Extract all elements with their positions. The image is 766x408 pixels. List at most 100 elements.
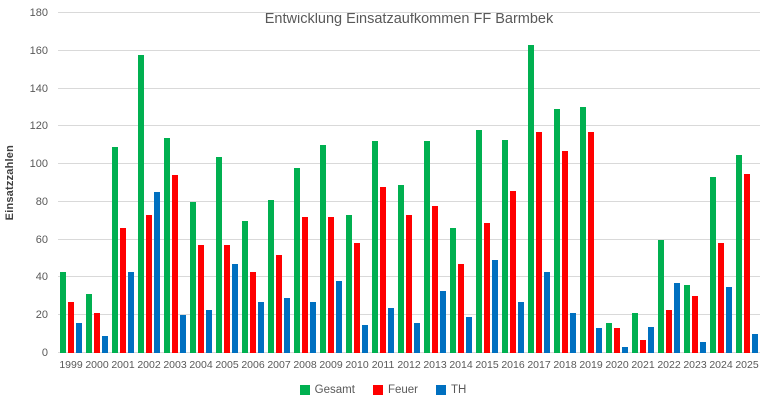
bar-gesamt-2005 <box>216 156 222 353</box>
bar-group-2009 <box>318 13 344 353</box>
bar-group-2002 <box>136 13 162 353</box>
bar-th-2016 <box>518 302 524 353</box>
x-tick-label-2002: 2002 <box>137 359 161 371</box>
bar-gesamt-2019 <box>580 107 586 353</box>
bar-th-2012 <box>414 322 420 353</box>
legend: Gesamt Feuer TH <box>0 384 766 396</box>
bar-gesamt-2017 <box>528 45 534 353</box>
bar-feuer-2016 <box>510 190 516 353</box>
bar-group-2016 <box>500 13 526 353</box>
x-axis-tick-labels: 1999 2000 2001 2002 2003 2004 2005 2006 2007 2008… <box>58 359 760 371</box>
x-tick-label-2018: 2018 <box>553 359 577 371</box>
bar-gesamt-2000 <box>86 294 92 353</box>
bar-th-2014 <box>466 317 472 353</box>
bar-gesamt-2023 <box>684 285 690 353</box>
bar-th-2005 <box>232 264 238 353</box>
bar-group-2003 <box>162 13 188 353</box>
bar-group-2015 <box>474 13 500 353</box>
legend-swatch-feuer <box>372 385 383 395</box>
legend-item-th: TH <box>435 384 467 396</box>
bar-th-2025 <box>752 334 758 353</box>
bar-feuer-2008 <box>302 217 308 353</box>
bar-gesamt-2009 <box>320 145 326 353</box>
legend-swatch-gesamt <box>299 385 310 395</box>
bar-group-2023 <box>682 13 708 353</box>
plot-area <box>58 12 760 353</box>
x-tick-label-2023: 2023 <box>683 359 707 371</box>
y-axis-tick-labels: 0 20 40 60 80 100 120 140 160 180 <box>0 7 50 359</box>
bar-feuer-2020 <box>614 328 620 353</box>
bar-group-2021 <box>630 13 656 353</box>
y-tick-label-0: 0 <box>41 347 48 359</box>
bar-group-2017 <box>526 13 552 353</box>
legend-label-gesamt: Gesamt <box>314 384 355 396</box>
bar-group-2019 <box>578 13 604 353</box>
x-tick-label-2025: 2025 <box>735 359 759 371</box>
gridline-140 <box>58 87 760 89</box>
x-tick-label-2024: 2024 <box>709 359 733 371</box>
y-tick-label-60: 60 <box>35 233 48 246</box>
bar-group-2004 <box>188 13 214 353</box>
y-tick-label-20: 20 <box>35 309 48 322</box>
gridline-120 <box>58 125 760 127</box>
bar-th-2011 <box>388 307 394 353</box>
x-tick-label-2009: 2009 <box>319 359 343 371</box>
bar-th-2019 <box>596 328 602 353</box>
bar-group-2011 <box>370 13 396 353</box>
bar-group-2014 <box>448 13 474 353</box>
legend-label-th: TH <box>450 384 467 396</box>
legend-swatch-th <box>435 385 446 395</box>
y-tick-label-120: 120 <box>29 120 48 133</box>
bar-th-2022 <box>674 283 680 353</box>
x-tick-label-2003: 2003 <box>163 359 187 371</box>
x-tick-label-2016: 2016 <box>501 359 525 371</box>
bar-group-2005 <box>214 13 240 353</box>
bar-feuer-2012 <box>406 215 412 353</box>
bar-feuer-2015 <box>484 222 490 353</box>
bar-group-1999 <box>58 13 84 353</box>
bar-group-2008 <box>292 13 318 353</box>
bar-th-2023 <box>700 341 706 353</box>
bar-feuer-2000 <box>94 313 100 353</box>
bar-th-1999 <box>76 322 82 353</box>
bar-group-2020 <box>604 13 630 353</box>
bar-group-2012 <box>396 13 422 353</box>
bar-feuer-2022 <box>666 309 672 353</box>
bar-th-2010 <box>362 324 368 353</box>
bar-gesamt-2024 <box>710 177 716 353</box>
bar-gesamt-2025 <box>736 154 742 353</box>
bar-th-2004 <box>206 309 212 353</box>
bar-feuer-2021 <box>640 339 646 353</box>
bar-feuer-2010 <box>354 243 360 353</box>
chart-title: Entwicklung Einsatzaufkommen FF Barmbek <box>264 11 554 27</box>
bar-group-2025 <box>734 13 760 353</box>
bar-th-2009 <box>336 281 342 353</box>
x-tick-label-2013: 2013 <box>423 359 447 371</box>
bar-group-2006 <box>240 13 266 353</box>
bar-group-2000 <box>84 13 110 353</box>
legend-item-gesamt: Gesamt <box>299 384 355 396</box>
bar-th-2018 <box>570 313 576 353</box>
bar-feuer-2024 <box>718 243 724 353</box>
gridline-100 <box>58 163 760 165</box>
bar-th-2006 <box>258 302 264 353</box>
x-tick-label-2012: 2012 <box>397 359 421 371</box>
bar-feuer-2013 <box>432 205 438 353</box>
bar-gesamt-2003 <box>164 137 170 353</box>
x-tick-label-2015: 2015 <box>475 359 499 371</box>
bar-feuer-2018 <box>562 150 568 353</box>
y-tick-label-80: 80 <box>35 195 48 208</box>
x-tick-label-2004: 2004 <box>189 359 213 371</box>
bar-group-2018 <box>552 13 578 353</box>
bar-th-2008 <box>310 302 316 353</box>
x-tick-label-2001: 2001 <box>111 359 135 371</box>
x-tick-label-2008: 2008 <box>293 359 317 371</box>
bar-gesamt-2006 <box>242 220 248 353</box>
bar-group-2013 <box>422 13 448 353</box>
bar-th-2003 <box>180 315 186 353</box>
bar-gesamt-2002 <box>138 54 144 353</box>
legend-label-feuer: Feuer <box>387 384 418 396</box>
bar-feuer-2023 <box>692 296 698 353</box>
x-tick-label-2007: 2007 <box>267 359 291 371</box>
